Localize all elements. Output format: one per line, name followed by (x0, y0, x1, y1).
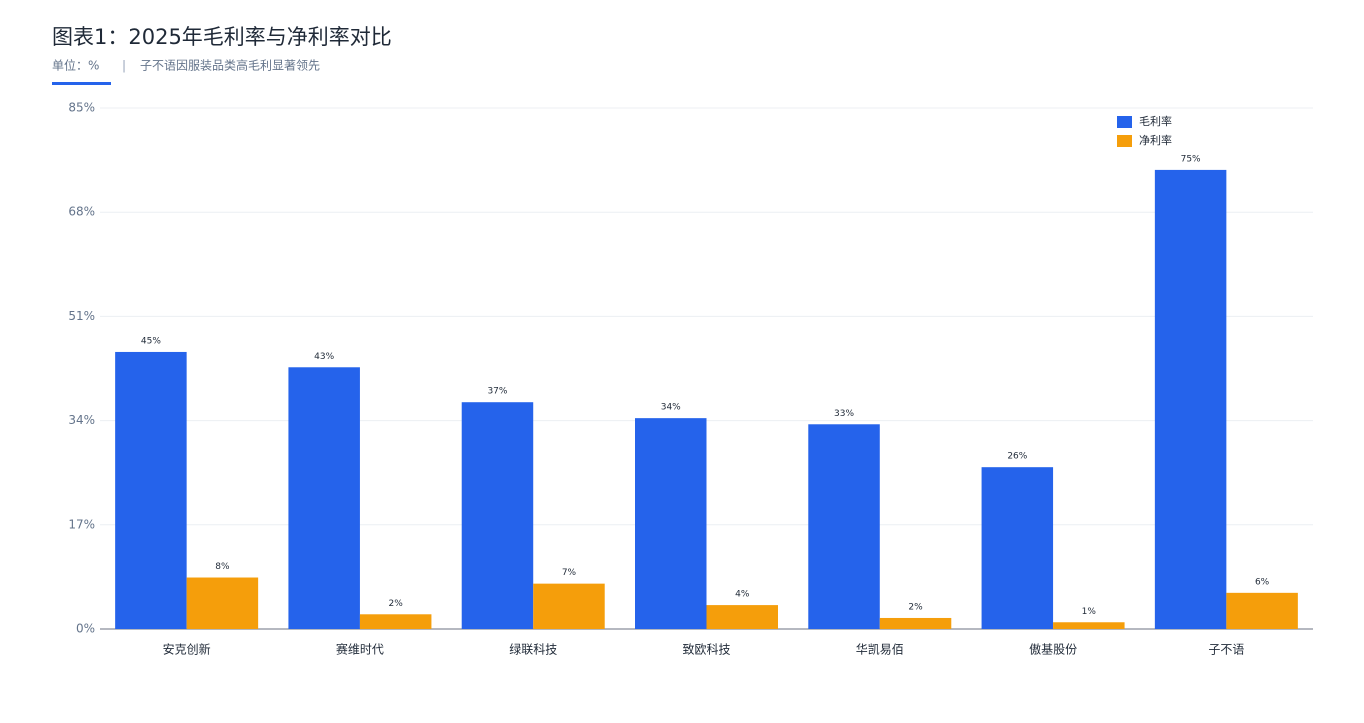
bar (981, 467, 1054, 629)
y-tick-label: 51% (68, 309, 95, 323)
value-label: 1% (1082, 607, 1097, 617)
value-label: 34% (661, 403, 681, 413)
bar (706, 605, 778, 629)
bar (115, 351, 187, 629)
value-label: 43% (314, 352, 334, 362)
bar (808, 424, 880, 629)
value-label: 2% (389, 599, 404, 609)
legend-swatch (1117, 135, 1132, 147)
x-tick-label: 赛维时代 (336, 642, 384, 657)
value-label: 26% (1007, 452, 1027, 462)
value-label: 6% (1255, 577, 1270, 587)
bar (1154, 169, 1227, 630)
unit-label: 单位：% (52, 58, 99, 73)
y-tick-label: 68% (68, 205, 95, 219)
bar (635, 418, 707, 629)
bar (288, 367, 360, 629)
x-tick-label: 傲基股份 (1029, 642, 1077, 657)
bar (879, 617, 952, 629)
separator: | (122, 59, 126, 73)
value-label: 37% (487, 387, 507, 397)
value-label: 8% (215, 562, 230, 572)
value-label: 75% (1181, 154, 1201, 164)
value-label: 7% (562, 568, 577, 578)
bar (533, 583, 605, 629)
bar (359, 614, 432, 629)
value-label: 4% (735, 590, 750, 600)
x-tick-label: 致欧科技 (682, 643, 730, 657)
value-label: 2% (908, 602, 923, 612)
bar (1226, 592, 1298, 629)
y-tick-label: 0% (76, 622, 95, 636)
legend-swatch (1117, 116, 1132, 128)
y-tick-label: 85% (68, 101, 95, 115)
value-label: 45% (141, 336, 161, 346)
value-label: 33% (834, 409, 854, 419)
x-tick-label: 安克创新 (163, 642, 211, 657)
legend-label: 净利率 (1139, 133, 1172, 147)
x-tick-label: 绿联科技 (509, 642, 557, 657)
chart-title: 图表1：2025年毛利率与净利率对比 (52, 25, 392, 49)
bar (1053, 622, 1125, 629)
x-tick-label: 子不语 (1208, 643, 1244, 657)
title-underline (52, 82, 111, 85)
bar (186, 577, 259, 629)
y-tick-label: 17% (68, 517, 95, 531)
y-tick-label: 34% (68, 413, 95, 427)
legend-label: 毛利率 (1139, 114, 1172, 128)
x-tick-label: 华凯易佰 (856, 643, 904, 657)
bar (461, 402, 534, 629)
chart-subtitle: 子不语因服装品类高毛利显著领先 (140, 58, 320, 73)
